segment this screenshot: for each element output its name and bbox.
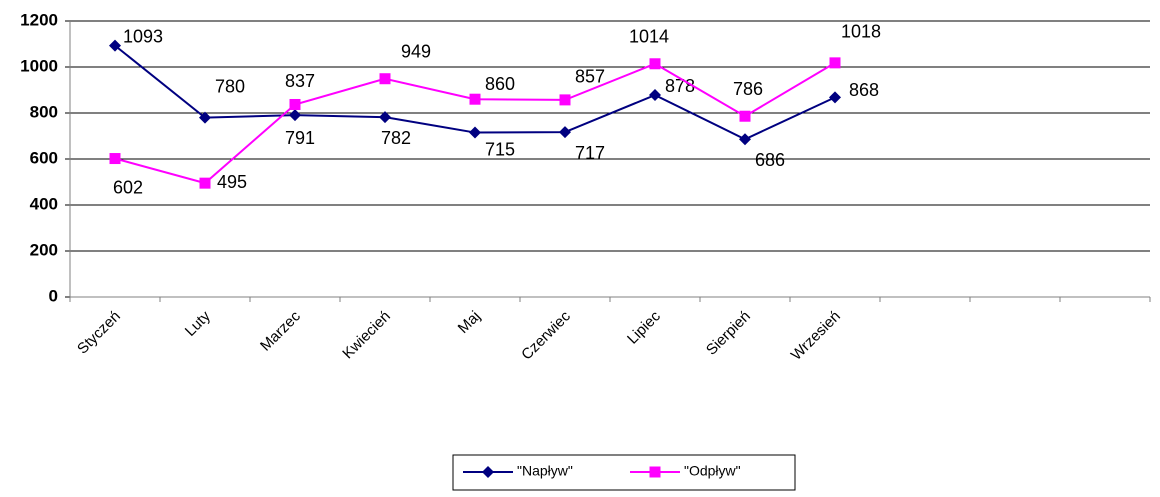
x-tick-label: Marzec	[257, 307, 304, 354]
point-marker	[109, 39, 121, 52]
point-marker	[199, 177, 211, 189]
data-label: 495	[217, 172, 247, 192]
point-marker	[199, 111, 211, 124]
point-marker	[559, 94, 571, 106]
x-tick-label: Maj	[455, 308, 484, 337]
point-marker	[739, 110, 751, 122]
y-tick-label: 0	[49, 286, 58, 305]
data-label: 686	[755, 150, 785, 170]
data-label: 949	[401, 41, 431, 61]
point-marker	[739, 133, 751, 146]
data-label: 1093	[123, 26, 163, 46]
point-marker	[289, 109, 301, 122]
data-label: 786	[733, 79, 763, 99]
y-tick-label: 400	[30, 194, 58, 213]
legend-marker	[649, 466, 661, 478]
x-tick-label: Sierpień	[703, 308, 754, 359]
data-label: 837	[285, 71, 315, 91]
x-tick-label: Luty	[182, 307, 214, 339]
data-label: 715	[485, 139, 515, 159]
x-tick-label: Styczeń	[74, 308, 124, 358]
point-marker	[379, 111, 391, 124]
point-marker	[109, 153, 121, 165]
point-marker	[829, 91, 841, 104]
data-label: 782	[381, 128, 411, 148]
data-label: 868	[849, 80, 879, 100]
point-marker	[559, 126, 571, 139]
data-label: 878	[665, 76, 695, 96]
data-label: 780	[215, 76, 245, 96]
data-label: 1014	[629, 27, 669, 47]
y-tick-label: 1200	[20, 10, 58, 29]
x-tick-label: Czerwiec	[518, 307, 574, 363]
point-marker	[289, 98, 301, 110]
x-tick-label: Lipiec	[624, 307, 664, 347]
point-marker	[649, 58, 661, 70]
x-tick-label: Kwiecień	[339, 308, 393, 362]
data-label: 791	[285, 128, 315, 148]
y-tick-label: 1000	[20, 56, 58, 75]
data-label: 717	[575, 143, 605, 163]
legend-label: "Napływ"	[517, 463, 573, 479]
data-label: 1018	[841, 22, 881, 42]
point-marker	[469, 93, 481, 105]
legend: "Napływ" "Odpływ"	[452, 454, 796, 491]
point-marker	[829, 57, 841, 69]
data-label: 857	[575, 67, 605, 87]
point-marker	[649, 89, 661, 102]
data-label: 602	[113, 177, 143, 197]
data-label: 860	[485, 74, 515, 94]
point-marker	[379, 73, 391, 85]
x-tick-label: Wrzesień	[788, 308, 844, 364]
y-tick-label: 600	[30, 148, 58, 167]
y-tick-label: 200	[30, 240, 58, 259]
legend-marker	[482, 466, 494, 478]
legend-label: "Odpływ"	[684, 463, 741, 479]
point-marker	[469, 126, 481, 139]
y-tick-label: 800	[30, 102, 58, 121]
